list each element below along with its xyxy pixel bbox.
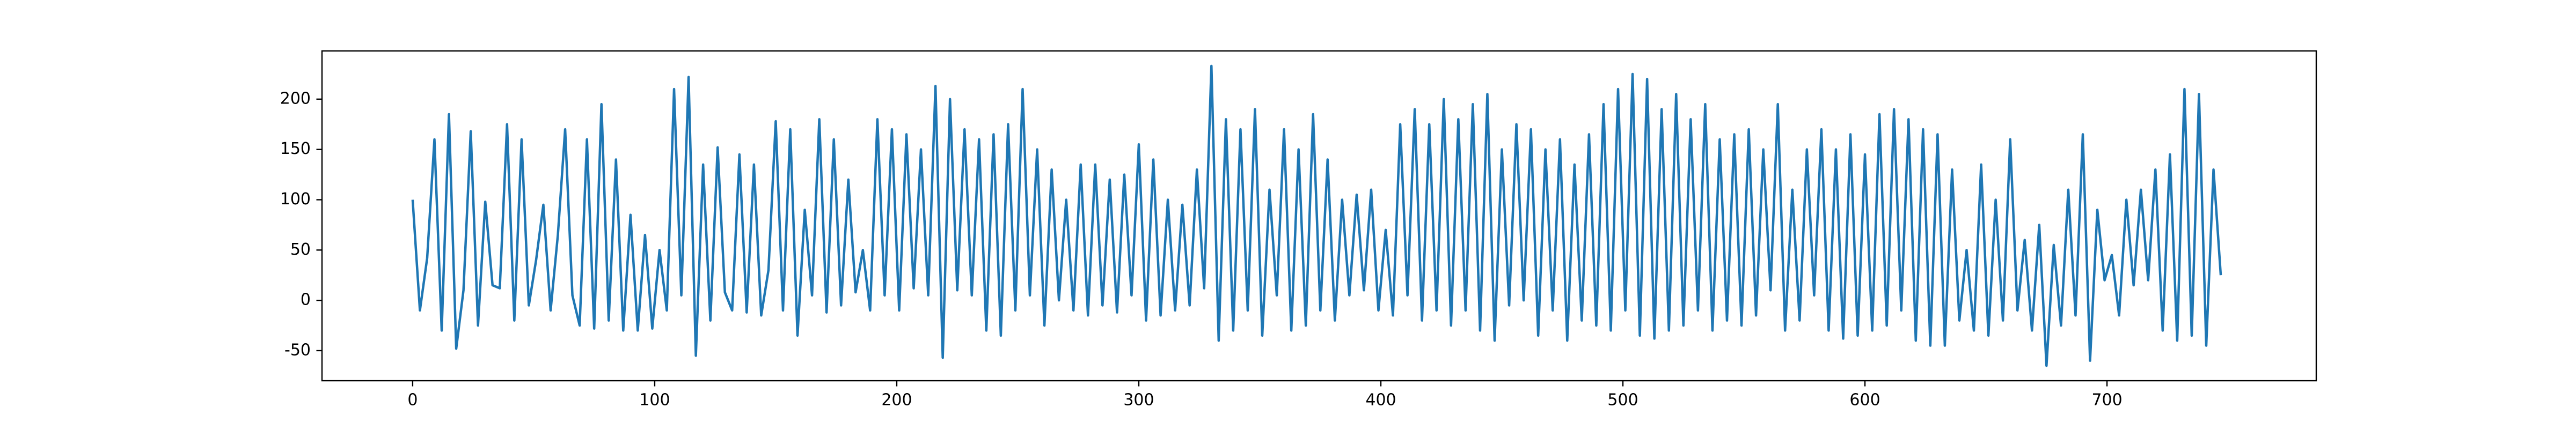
plot-frame — [321, 50, 2317, 382]
x-tick-label: 100 — [639, 391, 670, 410]
x-tick-label: 300 — [1123, 391, 1154, 410]
x-tick-label: 400 — [1365, 391, 1396, 410]
x-tick-label: 0 — [407, 391, 418, 410]
y-tick-label: 0 — [301, 291, 311, 309]
y-tick-label: 50 — [290, 240, 311, 259]
x-tick-label: 700 — [2091, 391, 2122, 410]
x-tick-label: 500 — [1607, 391, 1638, 410]
y-tick-label: 200 — [280, 89, 311, 108]
x-tick-label: 200 — [881, 391, 912, 410]
x-tick-label: 600 — [1849, 391, 1880, 410]
y-tick-label: 100 — [280, 190, 311, 209]
y-tick-label: 150 — [280, 139, 311, 158]
data-line — [411, 64, 2222, 367]
y-tick-label: -50 — [284, 341, 311, 359]
